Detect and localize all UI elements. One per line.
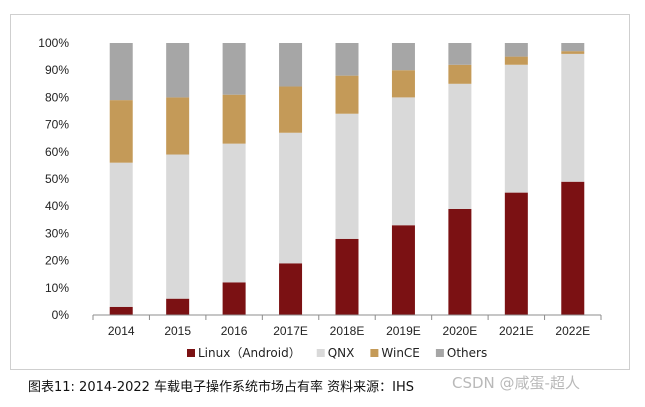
x-tick-label: 2016 — [221, 324, 248, 338]
bar-segment-others — [391, 43, 415, 71]
bar-segment-linuxandroid — [109, 306, 133, 315]
bar-segment-wince — [222, 94, 246, 144]
y-tick-label: 40% — [45, 199, 69, 213]
y-tick-label: 60% — [45, 145, 69, 159]
x-tick-label: 2022E — [555, 324, 590, 338]
y-tick-label: 80% — [45, 90, 69, 104]
bar-segment-linuxandroid — [391, 225, 415, 315]
legend-label: WinCE — [381, 346, 420, 360]
bar-segment-qnx — [335, 113, 359, 239]
bar-segment-qnx — [166, 154, 190, 299]
bar-segment-wince — [109, 100, 133, 163]
bar-segment-linuxandroid — [504, 192, 528, 315]
x-tick-label: 2021E — [499, 324, 534, 338]
bar-segment-linuxandroid — [279, 263, 303, 315]
y-tick-label: 20% — [45, 254, 69, 268]
bar-segment-others — [166, 43, 190, 98]
y-tick-label: 50% — [45, 172, 69, 186]
chart-frame: 0% 10% 20% 30% 40% 50% 60% 70% 80% 90% 100% 2014 20… — [10, 14, 630, 370]
y-axis: 0% 10% 20% 30% 40% 50% 60% 70% 80% 90% 100% — [38, 36, 69, 322]
bar-segment-others — [335, 43, 359, 76]
x-tick-label: 2019E — [386, 324, 421, 338]
legend: Linux（Android） QNX WinCE Others — [187, 346, 487, 360]
legend-swatch — [435, 349, 444, 357]
bar-segment-wince — [335, 75, 359, 114]
bars — [109, 43, 585, 315]
bar-segment-qnx — [561, 53, 585, 182]
bar-segment-others — [279, 43, 303, 87]
bar-segment-others — [109, 43, 133, 101]
bar-segment-wince — [166, 97, 190, 155]
bar-segment-qnx — [222, 143, 246, 283]
bar-segment-others — [222, 43, 246, 95]
bar-segment-linuxandroid — [448, 208, 472, 315]
stacked-bar-chart: 0%10%20%30%40%50%60%70%80%90%100% 2014 20… — [38, 36, 602, 360]
bar-segment-qnx — [448, 83, 472, 209]
bar-segment-others — [504, 43, 528, 57]
bar-segment-others — [561, 43, 585, 52]
bar-segment-qnx — [109, 162, 133, 307]
y-tick-label: 100% — [38, 36, 69, 50]
bar-segment-wince — [391, 70, 415, 98]
y-tick-label: 0% — [52, 308, 70, 322]
y-tick-label: 10% — [45, 281, 69, 295]
bar-segment-wince — [504, 56, 528, 65]
bar-segment-linuxandroid — [561, 181, 585, 315]
legend-swatch — [370, 349, 379, 357]
y-tick-label: 30% — [45, 226, 69, 240]
figure-caption: 图表11: 2014-2022 车载电子操作系统市场占有率 资料来源：IHS — [28, 380, 415, 395]
bar-segment-qnx — [391, 97, 415, 226]
x-axis: 2014 2015 2016 2017E 2018E 2019E 2020E 2021E 202… — [92, 314, 602, 338]
bar-segment-wince — [561, 51, 585, 54]
bar-segment-wince — [448, 64, 472, 84]
x-tick-label: 2014 — [108, 324, 135, 338]
bar-segment-linuxandroid — [166, 298, 190, 315]
bar-segment-qnx — [504, 64, 528, 193]
y-tick-label: 90% — [45, 63, 69, 77]
x-tick-label: 2017E — [273, 324, 308, 338]
x-tick-label: 2018E — [330, 324, 365, 338]
legend-label: Others — [447, 346, 487, 360]
legend-swatch — [187, 349, 195, 357]
x-tick-label: 2015 — [164, 324, 191, 338]
y-tick-label: 70% — [45, 118, 69, 132]
x-tick-label: 2020E — [443, 324, 478, 338]
legend-label: QNX — [328, 346, 355, 360]
bar-segment-wince — [279, 86, 303, 133]
bar-segment-linuxandroid — [222, 282, 246, 315]
legend-swatch — [316, 349, 325, 357]
watermark: CSDN @咸蛋-超人 — [452, 374, 580, 392]
bar-segment-qnx — [279, 132, 303, 264]
bar-segment-linuxandroid — [335, 238, 359, 315]
bar-segment-others — [448, 43, 472, 65]
legend-label: Linux（Android） — [198, 346, 301, 360]
